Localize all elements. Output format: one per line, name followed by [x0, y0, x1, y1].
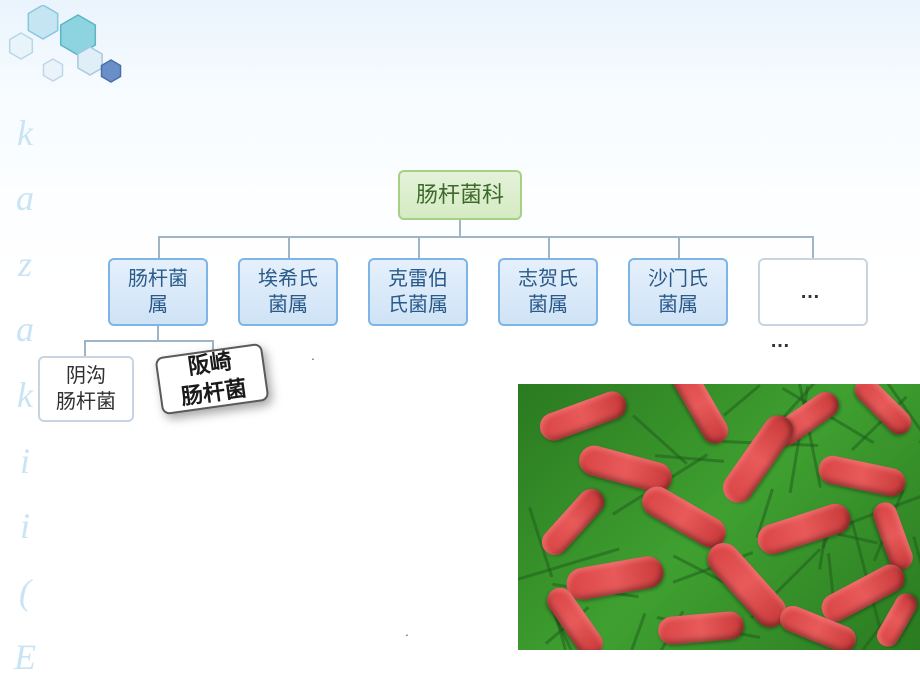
connector-v-species — [84, 340, 86, 356]
hex-icon — [28, 5, 57, 39]
bacteria-rod — [870, 499, 916, 573]
genus-node: 埃希氏 菌属 — [238, 258, 338, 326]
dot-text: . — [311, 347, 315, 363]
connector-v — [158, 236, 160, 258]
hex-logo — [8, 5, 148, 95]
connector-v — [548, 236, 550, 258]
bg-fiber — [627, 613, 646, 650]
bg-fiber — [655, 454, 724, 463]
hex-icon — [44, 59, 63, 81]
bacteria-rod — [816, 453, 908, 499]
bacteria-rod — [850, 384, 916, 439]
connector-v — [812, 236, 814, 258]
watermark-char: k — [17, 374, 33, 416]
watermark-char: i — [20, 440, 30, 482]
bacteria-rod — [536, 387, 630, 444]
ellipsis-bottom-label: … — [770, 330, 796, 352]
bacteria-rod — [657, 610, 745, 645]
connector-v-species-root — [157, 326, 159, 340]
connector-v — [288, 236, 290, 258]
dot-text: . — [405, 623, 409, 639]
connector-h-species — [84, 340, 214, 342]
hex-icon — [102, 60, 121, 82]
watermark-char: ( — [19, 571, 31, 613]
bg-fiber — [912, 536, 920, 631]
root-node: 肠杆菌科 — [398, 170, 522, 220]
hex-icon — [10, 33, 33, 59]
species-node-highlight: 阪崎 肠杆菌 — [154, 343, 269, 415]
connector-vline — [459, 220, 461, 236]
watermark-char: z — [18, 243, 32, 285]
connector-hline-main — [158, 236, 813, 238]
genus-node: 沙门氏 菌属 — [628, 258, 728, 326]
ellipsis-node: … — [758, 258, 868, 326]
watermark-char: a — [16, 177, 34, 219]
page-dot: . — [311, 347, 315, 363]
watermark-char: k — [17, 112, 33, 154]
watermark-char: i — [20, 505, 30, 547]
genus-node: 克雷伯 氏菌属 — [368, 258, 468, 326]
root-label: 肠杆菌科 — [416, 181, 504, 210]
connector-v — [678, 236, 680, 258]
hex-logo-svg — [8, 5, 148, 95]
ellipsis-top: … — [800, 279, 826, 305]
bacteria-rod — [537, 484, 610, 561]
ellipsis-bottom: … — [770, 330, 796, 353]
bacteria-rod — [754, 500, 855, 558]
page-dot: . — [405, 623, 409, 639]
genus-node: 志贺氏 菌属 — [498, 258, 598, 326]
genus-node: 肠杆菌 属 — [108, 258, 208, 326]
bacteria-rod — [637, 481, 732, 553]
species-node: 阴沟 肠杆菌 — [38, 356, 134, 422]
watermark-char: a — [16, 308, 34, 350]
bacteria-rod — [717, 409, 799, 508]
bg-fiber — [722, 384, 760, 417]
hex-icon — [78, 47, 102, 75]
bacteria-image — [518, 384, 920, 650]
watermark-char: E — [14, 636, 36, 678]
connector-v — [418, 236, 420, 258]
